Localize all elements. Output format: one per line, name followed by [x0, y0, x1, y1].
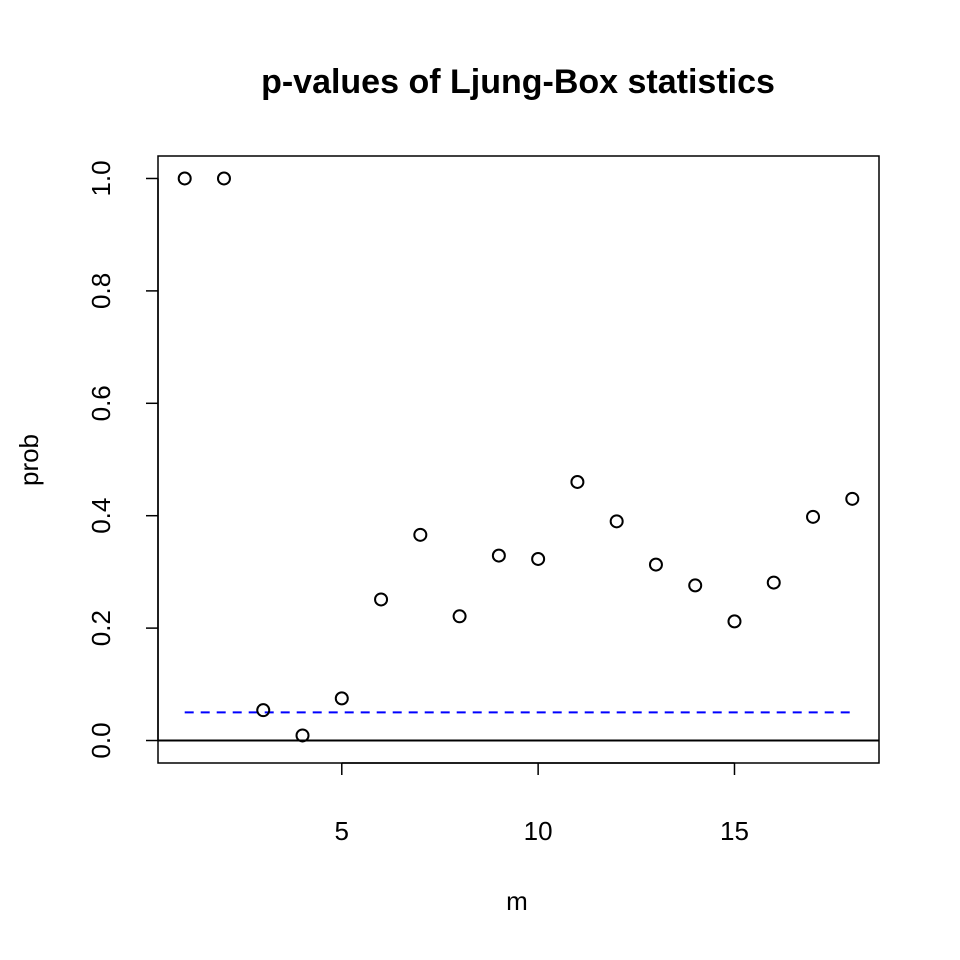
x-tick-label: 10	[524, 816, 553, 846]
y-axis: 0.0 0.2 0.4 0.6 0.8 1.0	[86, 160, 159, 759]
data-point	[766, 575, 781, 590]
y-tick-label: 0.6	[86, 385, 116, 421]
y-tick-label: 0.2	[86, 610, 116, 646]
data-point	[727, 614, 742, 629]
data-point	[570, 474, 585, 489]
x-axis-label: m	[506, 886, 528, 916]
data-points	[177, 171, 860, 743]
data-point	[452, 609, 467, 624]
data-point	[845, 491, 860, 506]
data-point	[295, 728, 310, 743]
reference-lines	[158, 711, 879, 742]
data-point	[491, 548, 506, 563]
data-point	[806, 509, 821, 524]
data-point	[216, 171, 231, 186]
x-tick-label: 15	[720, 816, 749, 846]
y-tick-label: 1.0	[86, 160, 116, 196]
y-tick-label: 0.4	[86, 498, 116, 534]
data-point	[374, 592, 389, 607]
x-tick-label: 5	[335, 816, 349, 846]
y-axis-label: prob	[14, 434, 44, 486]
chart-title: p-values of Ljung-Box statistics	[261, 63, 775, 101]
plot-frame	[157, 155, 880, 764]
data-point	[609, 514, 624, 529]
y-tick-label: 0.0	[86, 722, 116, 758]
data-point	[256, 703, 271, 718]
data-point	[688, 578, 703, 593]
data-point	[334, 691, 349, 706]
data-point	[413, 527, 428, 542]
x-axis: 5 10 15	[335, 762, 749, 846]
data-point	[531, 551, 546, 566]
data-point	[648, 557, 663, 572]
y-tick-label: 0.8	[86, 273, 116, 309]
data-point	[177, 171, 192, 186]
